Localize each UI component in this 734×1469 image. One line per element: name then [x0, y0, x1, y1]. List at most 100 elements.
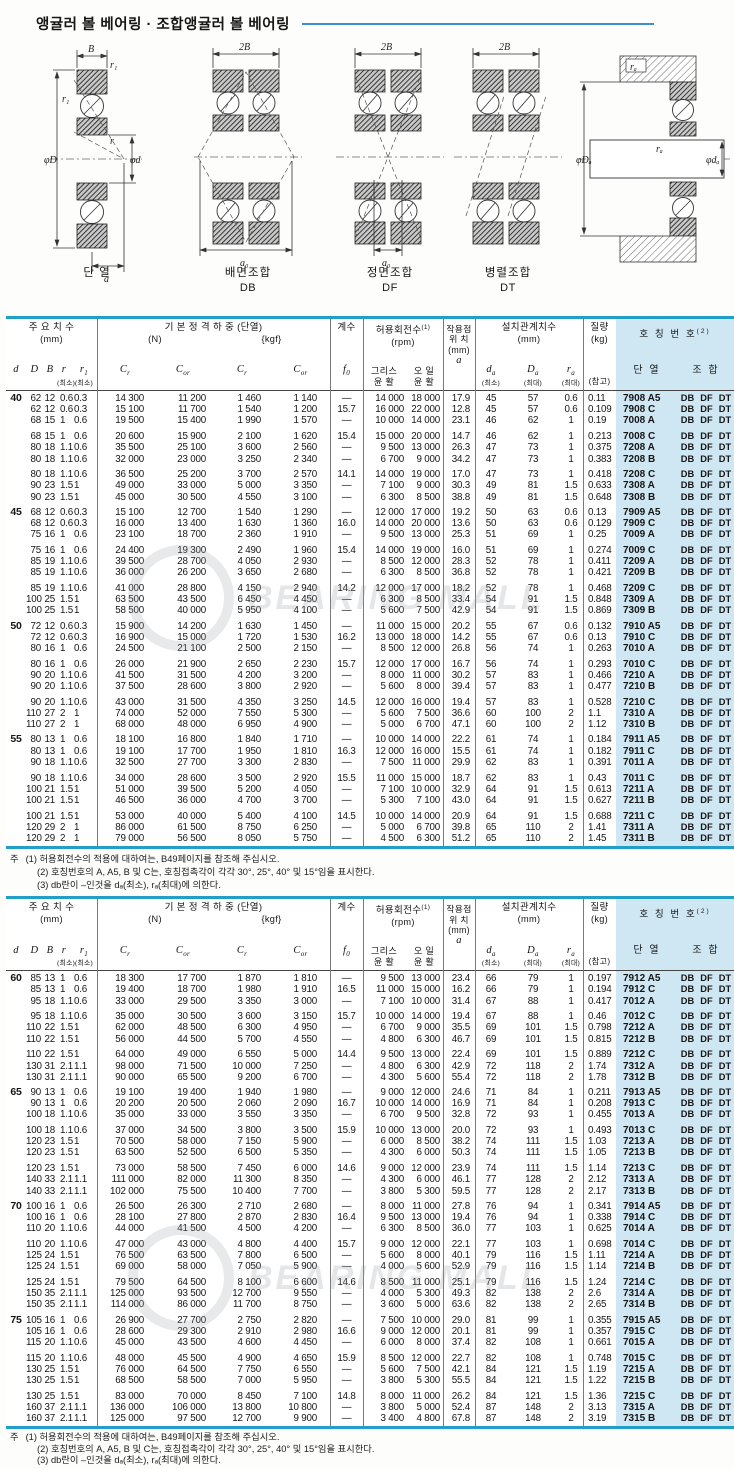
- combo-label: DB: [680, 681, 695, 692]
- header-mass: 질량 (kg) (참고): [588, 322, 611, 386]
- combo-label: DT: [718, 1022, 732, 1033]
- bearing-no: 7009 C: [623, 544, 656, 556]
- factor-f0: —: [341, 1375, 352, 1387]
- load-cr-n: 47 000: [115, 1238, 144, 1250]
- load-cr-n: 19 400: [115, 984, 144, 996]
- bearing-no: 7014 A: [623, 1223, 655, 1235]
- dim-D: 80: [30, 453, 42, 465]
- mount-da: 82: [485, 1288, 497, 1300]
- mount-ra: 1.5: [564, 1276, 578, 1288]
- combo-label: DF: [700, 583, 713, 594]
- rpm-grease: 4 300: [380, 1071, 404, 1083]
- mount-Da: 91: [527, 605, 539, 617]
- mount-da: 52: [485, 583, 497, 595]
- mount-Da: 62: [527, 415, 539, 427]
- dim-B: 35: [44, 1288, 56, 1300]
- mount-Da: 73: [527, 453, 539, 465]
- mount-da: 82: [485, 1299, 497, 1311]
- bearing-no: 7009 A: [623, 529, 655, 541]
- load-cor-n: 48 500: [177, 1022, 206, 1034]
- combo-label: DT: [718, 1071, 732, 1082]
- mount-ra: 2: [568, 1185, 574, 1197]
- dim-B: 16: [44, 1200, 56, 1212]
- dim-D: 130: [26, 1060, 42, 1072]
- dim-r: 1.1: [60, 1109, 74, 1121]
- combo-label: DB: [680, 583, 695, 594]
- load-cr-n: 41 500: [115, 669, 144, 681]
- combo-label: DB: [680, 1363, 695, 1374]
- dim-D: 105: [26, 1314, 42, 1326]
- rpm-oil: 14 000: [411, 810, 440, 822]
- load-cor-n: 29 500: [177, 995, 206, 1007]
- mount-ra: 1.5: [564, 605, 578, 617]
- load-cor-n: 40 000: [177, 605, 206, 617]
- rpm-oil: 6 700: [416, 719, 440, 731]
- table-row: 90 20 1.1 0.6 43 000 31 500 4 350 3 250 14.5 12 0…: [6, 697, 734, 708]
- load-cor-kgf: 3 200: [293, 669, 317, 681]
- load-cr-kgf: 7 550: [237, 708, 261, 720]
- mount-Da: 111: [525, 1136, 541, 1148]
- mount-ra: 2: [568, 1413, 574, 1425]
- load-cor-n: 19 400: [177, 1086, 206, 1098]
- mass-kg: 2.12: [588, 1174, 607, 1186]
- combo-label: DF: [700, 1211, 713, 1222]
- rpm-grease: 5 300: [380, 795, 404, 806]
- mount-da: 52: [485, 567, 497, 579]
- load-cor-n: 58 500: [177, 1163, 206, 1175]
- load-center-a: 29.0: [451, 1314, 470, 1326]
- bearing-no: 7910 A5: [623, 620, 661, 632]
- bearing-no: 7213 C: [623, 1163, 656, 1175]
- factor-f0: 14.8: [337, 1390, 356, 1402]
- combo-label: DB: [680, 1163, 695, 1174]
- bore-section: 50 72 12 0.6 0.3 15 900 14 200 1 630 1 450—11 00…: [6, 619, 734, 733]
- dim-r1: 0.6: [74, 696, 88, 708]
- mass-kg: 0.43: [588, 772, 607, 784]
- load-cor-kgf: 7 700: [293, 1185, 317, 1197]
- column-divider: [475, 899, 476, 1427]
- load-cr-kgf: 4 200: [237, 669, 261, 681]
- dim-label-a: a: [104, 274, 109, 284]
- rpm-grease: 15 000: [375, 431, 404, 443]
- combo-label: DB: [680, 480, 695, 491]
- load-cr-n: 34 000: [115, 772, 144, 784]
- mass-kg: 0.391: [588, 756, 612, 768]
- load-cor-kgf: 1 450: [293, 620, 317, 632]
- dim-D: 75: [30, 544, 42, 556]
- load-cr-n: 36 500: [115, 469, 144, 481]
- dim-B: 19: [44, 556, 56, 568]
- dim-r1: 0.3: [74, 620, 88, 632]
- bearing-no: 7209 A: [623, 556, 655, 568]
- load-cor-kgf: 2 830: [293, 756, 317, 768]
- dim-r1: 0.3: [74, 506, 88, 518]
- load-cor-kgf: 1 810: [293, 973, 317, 985]
- mount-ra: 1: [568, 1325, 574, 1337]
- bearing-no: 7914 C: [623, 1211, 656, 1223]
- rpm-oil: 8 500: [416, 1136, 440, 1148]
- load-cr-n: 16 900: [115, 631, 144, 643]
- combo-label: DB: [680, 772, 695, 783]
- bearing-no: 7912 C: [623, 984, 656, 996]
- load-cr-kgf: 4 050: [237, 556, 261, 568]
- combo-label: DT: [718, 631, 732, 642]
- load-cor-n: 26 300: [177, 1200, 206, 1212]
- mount-da: 49: [485, 491, 497, 503]
- bore-d-label: 60: [10, 972, 22, 985]
- dim-r1: 1: [74, 1163, 80, 1175]
- mount-Da: 69: [527, 529, 539, 541]
- mount-Da: 73: [527, 469, 539, 481]
- load-cr-kgf: 6 300: [237, 1022, 261, 1034]
- rpm-oil: 16 000: [411, 696, 440, 708]
- factor-f0: —: [341, 393, 352, 404]
- rpm-grease: 4 800: [380, 1060, 404, 1072]
- bearing-no: 7214 B: [623, 1261, 656, 1273]
- dim-r1: 0.6: [74, 1325, 88, 1337]
- load-cr-kgf: 7 450: [237, 1163, 261, 1175]
- load-cor-n: 34 500: [177, 1125, 206, 1137]
- load-cr-kgf: 11 700: [232, 1299, 261, 1311]
- rpm-oil: 12 000: [411, 1238, 440, 1250]
- dim-r1: 0.6: [74, 745, 88, 757]
- load-center-a: 18.7: [451, 772, 470, 784]
- load-cr-n: 79 000: [115, 833, 144, 845]
- dim-B: 15: [44, 431, 56, 443]
- load-cr-kgf: 7 050: [237, 1261, 261, 1273]
